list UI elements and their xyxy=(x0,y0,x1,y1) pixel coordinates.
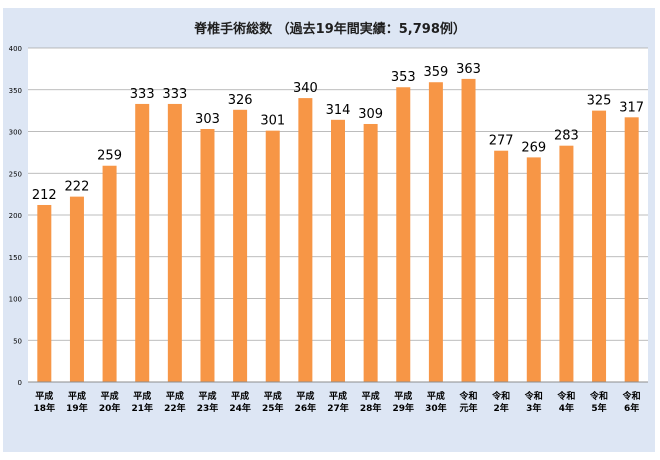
data-label: 359 xyxy=(423,65,448,80)
x-tick-label: 29年 xyxy=(392,402,414,414)
x-tick-label: 令和 xyxy=(556,390,575,402)
x-tick-label: 5年 xyxy=(591,402,606,414)
x-tick-label: 21年 xyxy=(131,402,153,414)
x-tick-label: 平成 xyxy=(394,390,412,402)
y-tick-label: 300 xyxy=(9,129,22,137)
data-label: 314 xyxy=(326,103,351,118)
data-label: 309 xyxy=(358,107,383,122)
x-tick-label: 平成 xyxy=(329,390,347,402)
bar xyxy=(167,103,182,382)
data-label: 277 xyxy=(489,134,514,149)
bar xyxy=(494,150,509,382)
x-tick-label: 3年 xyxy=(526,402,541,414)
bar xyxy=(298,98,313,382)
x-tick-label: 平成 xyxy=(101,390,119,402)
data-label: 317 xyxy=(619,100,644,115)
data-label: 212 xyxy=(32,188,57,203)
x-tick-label: 平成 xyxy=(362,390,380,402)
x-tick-label: 平成 xyxy=(231,390,249,402)
bar xyxy=(135,103,150,382)
data-label: 303 xyxy=(195,112,220,127)
data-labels: 212 222 259 333 333 303 326 301 340 314 309 353 359 3… xyxy=(32,62,644,203)
x-tick-label: 平成 xyxy=(35,390,53,402)
data-label: 325 xyxy=(587,94,612,109)
x-tick-label: 平成 xyxy=(296,390,314,402)
x-tick-label: 平成 xyxy=(427,390,445,402)
bar xyxy=(102,165,117,382)
y-tick-label: 50 xyxy=(13,337,22,345)
bar xyxy=(69,196,84,382)
x-tick-label: 19年 xyxy=(66,402,88,414)
x-tick-label: 令和 xyxy=(622,390,641,402)
data-label: 340 xyxy=(293,81,318,96)
x-tick-label: 令和 xyxy=(524,390,543,402)
x-tick-label: 平成 xyxy=(166,390,184,402)
x-tick-label: 平成 xyxy=(68,390,86,402)
data-label: 283 xyxy=(554,129,579,144)
x-tick-label: 18年 xyxy=(34,402,56,414)
bar xyxy=(559,145,574,382)
data-label: 222 xyxy=(65,180,90,195)
x-tick-label: 令和 xyxy=(589,390,608,402)
x-tick-label: 22年 xyxy=(164,402,186,414)
bar xyxy=(265,130,280,382)
x-tick-label: 令和 xyxy=(491,390,510,402)
x-axis-ticks: 平成18年平成19年平成20年平成21年平成22年平成23年平成24年平成25年… xyxy=(34,390,641,414)
y-tick-label: 200 xyxy=(9,212,22,220)
data-label: 301 xyxy=(260,114,285,129)
y-tick-label: 0 xyxy=(18,379,22,387)
x-tick-label: 平成 xyxy=(198,390,216,402)
x-tick-label: 20年 xyxy=(99,402,121,414)
data-label: 333 xyxy=(130,87,155,102)
bar xyxy=(526,157,541,382)
bar xyxy=(396,87,411,383)
bar xyxy=(363,123,378,383)
data-label: 363 xyxy=(456,62,481,77)
bar xyxy=(624,117,639,383)
y-tick-label: 100 xyxy=(9,296,22,304)
data-label: 259 xyxy=(97,149,122,164)
y-tick-label: 400 xyxy=(9,45,22,53)
x-tick-label: 2年 xyxy=(494,402,509,414)
x-tick-label: 令和 xyxy=(459,390,478,402)
data-label: 326 xyxy=(228,93,253,108)
x-tick-label: 27年 xyxy=(327,402,349,414)
x-tick-label: 元年 xyxy=(460,402,478,414)
x-tick-label: 平成 xyxy=(264,390,282,402)
x-tick-label: 30年 xyxy=(425,402,447,414)
data-label: 333 xyxy=(162,87,187,102)
x-tick-label: 24年 xyxy=(229,402,251,414)
bar xyxy=(461,78,476,383)
bar xyxy=(592,110,607,382)
x-tick-label: 26年 xyxy=(295,402,317,414)
bar xyxy=(37,204,52,382)
bar xyxy=(200,128,215,382)
bar xyxy=(233,109,248,382)
y-tick-label: 150 xyxy=(9,254,22,262)
y-axis-ticks: 0 50 100 150 200 250 300 350 400 xyxy=(9,45,22,387)
data-label: 269 xyxy=(521,140,546,155)
y-tick-label: 350 xyxy=(9,87,22,95)
bar xyxy=(331,119,345,382)
y-tick-label: 250 xyxy=(9,170,22,178)
x-tick-label: 6年 xyxy=(624,402,639,414)
x-tick-label: 28年 xyxy=(360,402,382,414)
x-tick-label: 23年 xyxy=(197,402,219,414)
x-tick-label: 平成 xyxy=(133,390,151,402)
chart-title: 脊椎手術総数 （過去19年間実績：5,798例） xyxy=(193,21,466,37)
x-tick-label: 25年 xyxy=(262,402,284,414)
x-tick-label: 4年 xyxy=(559,402,574,414)
data-label: 353 xyxy=(391,70,416,85)
bar xyxy=(428,82,443,383)
bars xyxy=(37,78,639,383)
